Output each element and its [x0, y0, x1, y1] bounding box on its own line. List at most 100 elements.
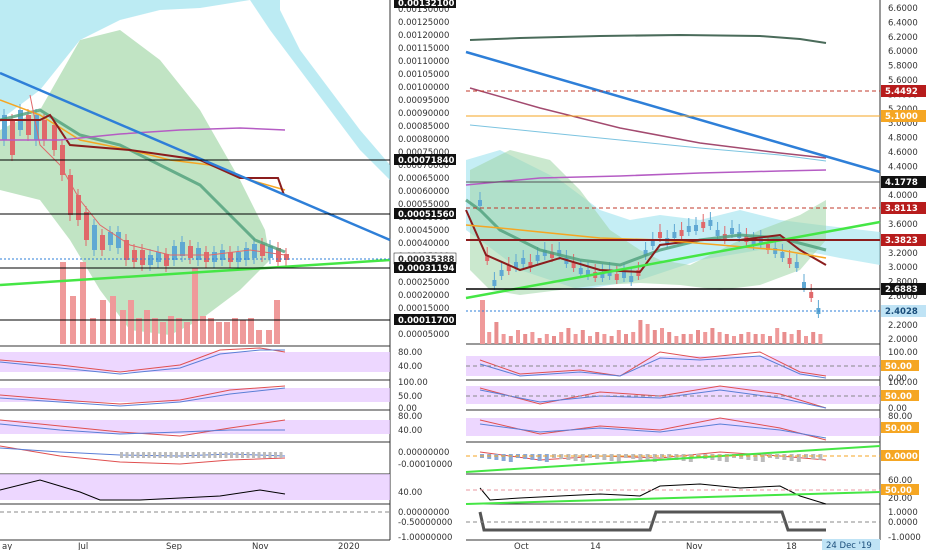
osc2-line [0, 387, 286, 407]
candle-body [586, 270, 590, 276]
macd-histogram-bar [274, 452, 277, 458]
support-line [465, 220, 881, 300]
right-price-badge [881, 305, 926, 317]
macd-histogram-bar [530, 454, 535, 460]
left-osc-tick: 50.00 [398, 392, 422, 402]
macd-histogram-bar [566, 454, 571, 460]
moving-average-red [29, 94, 286, 256]
macd-histogram-bar [818, 454, 823, 460]
volume-bar [232, 318, 238, 344]
macd-histogram-bar [537, 454, 542, 461]
osc2-line [0, 385, 286, 405]
candle-body [715, 230, 720, 236]
volume-bar [487, 332, 492, 344]
right-price-tick: 2.2000 [888, 321, 918, 331]
left-time-tick: Jul [77, 542, 88, 550]
right-price-tick: 3.0000 [888, 263, 918, 273]
left-time-tick: Nov [252, 542, 269, 550]
right-osc-badge-label: 50.00 [885, 362, 912, 372]
moving-average-lightblue [469, 124, 827, 162]
candle-body [614, 274, 619, 280]
macd-histogram-bar [246, 452, 250, 458]
candle-body [751, 240, 756, 246]
left-price-tick: 0.00100000 [398, 83, 449, 93]
candle-body [212, 252, 217, 262]
osc3-line [0, 419, 286, 437]
left-price-tick: 0.00130000 [398, 5, 449, 15]
candle-body [478, 200, 482, 206]
volume-bar [256, 330, 262, 344]
macd-histogram-bar [142, 452, 145, 458]
candle-body [172, 246, 177, 260]
candle-body [204, 252, 209, 262]
candle-body [521, 258, 526, 264]
volume-bar [631, 332, 636, 344]
macd-histogram-bar [501, 454, 506, 461]
candle-body [564, 258, 569, 264]
volume-bar [274, 300, 280, 344]
volume-bar [566, 328, 571, 344]
macd-histogram-bar [268, 452, 272, 458]
osc5-line [0, 479, 286, 501]
macd-histogram-bar [652, 454, 657, 462]
candle-body [802, 282, 806, 288]
left-price-badge-label: 0.00011700 [398, 316, 455, 326]
right-price-tick: 4.6000 [888, 148, 918, 158]
right-price-tick: 5.2000 [888, 105, 918, 115]
macd-histogram-bar [208, 452, 211, 458]
volume-bar [645, 324, 650, 344]
macd-histogram-bar [602, 454, 607, 460]
volume-bar [144, 310, 150, 344]
macd-histogram-bar [186, 452, 189, 458]
macd-histogram-bar [235, 452, 239, 458]
right-osc-badge-label: 0.0000 [885, 452, 918, 462]
moving-average-purple [0, 127, 286, 141]
volume-bar [216, 322, 222, 344]
macd-histogram-bar [213, 452, 217, 458]
left-price-tick: 0.00060000 [398, 187, 449, 197]
candle-body [220, 250, 225, 260]
volume-bar [90, 318, 96, 344]
candle-body [92, 225, 97, 250]
candle-body [164, 254, 169, 266]
left-price-tick: 0.00055000 [398, 200, 449, 210]
volume-bar [523, 334, 528, 344]
left-time-tick: 2020 [338, 542, 360, 550]
macd-histogram-bar [120, 452, 123, 458]
cloud-green [0, 30, 270, 335]
macd-histogram-bar [508, 454, 513, 462]
candle-body [794, 262, 799, 268]
candle-body [100, 235, 105, 250]
right-time-tick: Oct [514, 542, 529, 550]
macd-histogram-bar [609, 454, 614, 461]
candle-body [679, 230, 684, 236]
left-price-badge-label: 0.00051560 [398, 210, 455, 220]
macd-histogram-bar [147, 452, 151, 458]
volume-bar [580, 330, 585, 344]
volume-bar [152, 318, 158, 344]
right-price-badge-label: 3.8113 [885, 204, 918, 214]
volume-bar [128, 300, 134, 344]
volume-bar [660, 328, 664, 344]
volume-bar [480, 300, 485, 344]
volume-bar [753, 334, 758, 344]
volume-bar [746, 332, 751, 344]
macd-histogram-bar [224, 452, 228, 458]
osc-trendline [465, 445, 881, 473]
candle-body [622, 272, 626, 278]
support-line [0, 258, 391, 287]
macd-histogram-bar [616, 454, 621, 462]
volume-bar [573, 334, 578, 344]
candle-body [571, 262, 576, 268]
macd-histogram-bar [252, 452, 255, 458]
volume-bar [652, 330, 657, 344]
right-price-tick: 5.8000 [888, 62, 918, 72]
left-price-badge-label: 0.00035388 [398, 255, 455, 265]
candle-body [156, 252, 161, 262]
right-price-badge [881, 283, 926, 295]
candle-body [116, 232, 121, 248]
right-osc-tick: -1.0000 [888, 533, 921, 543]
volume-bar [559, 332, 564, 344]
candle-body [10, 120, 15, 155]
candle-body [260, 244, 265, 256]
